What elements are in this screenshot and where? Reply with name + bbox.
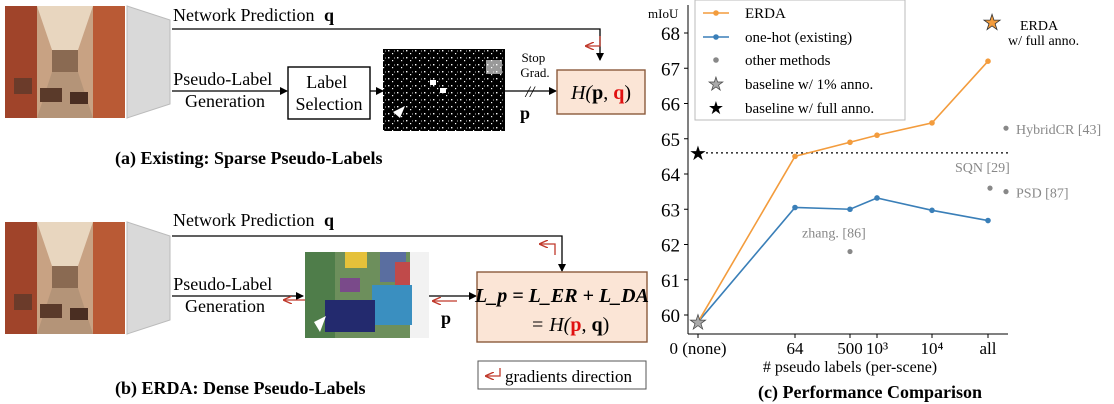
network-prediction-label-a: Network Prediction q <box>173 5 334 25</box>
series-point <box>847 206 853 213</box>
chart-title: (c) Performance Comparison <box>758 382 982 403</box>
series-point <box>985 217 991 224</box>
loss-box-a <box>556 69 646 115</box>
chart-x-ticks: 0 (none) 64 500 10³ 10⁴ all <box>669 334 997 358</box>
baseline-full-star-icon: ★ <box>689 143 707 165</box>
chart-xlabel: # pseudo labels (per-scene) <box>763 359 937 376</box>
baseline-1pct-star-icon: ★ <box>689 312 707 334</box>
chart-c: mIoU 60 61 62 63 64 65 66 67 68 0 (none) 64 500 10³… <box>648 0 1101 403</box>
loss-box-b <box>476 271 648 343</box>
other-method-label: PSD [87] <box>1016 187 1069 202</box>
y-tick-label: 65 <box>661 130 680 151</box>
other-methods-points: zhang. [86] SQN [29] PSD [87] HybridCR [43] <box>802 123 1101 255</box>
panel-b: Network Prediction q Pseudo-Label Genera… <box>5 210 649 399</box>
erda-full-label: ERDA w/ full anno. <box>1008 19 1079 49</box>
other-method-point <box>847 248 853 255</box>
label-selection-box <box>287 66 371 120</box>
other-method-point <box>1003 189 1009 195</box>
p-symbol-b: p <box>441 308 451 328</box>
y-tick-label: 67 <box>661 59 680 80</box>
x-tick-label: 0 (none) <box>669 339 726 358</box>
loss-formula-b-line2: = H(p, q) <box>531 314 610 336</box>
label-selection-text: Label Selection <box>296 72 363 114</box>
panel-a: Network Prediction q Pseudo-Label Genera… <box>5 5 646 169</box>
legend-black-star-icon: ★ <box>708 98 724 118</box>
gradient-arrow-a <box>586 36 601 46</box>
x-tick-label: 10³ <box>866 339 888 358</box>
loss-formula-a: H(p, q) <box>570 82 631 104</box>
x-tick-label: 500 <box>837 339 863 358</box>
other-method-label: SQN [29] <box>955 161 1010 176</box>
caption-a: (a) Existing: Sparse Pseudo-Labels <box>115 148 383 169</box>
x-tick-label: 64 <box>787 339 805 358</box>
stop-grad-text: Stop Grad. <box>520 50 549 80</box>
legend-baseline-full: baseline w/ full anno. <box>745 101 874 117</box>
y-tick-label: 68 <box>661 24 680 45</box>
chart-legend: ERDA one-hot (existing) other methods ★ … <box>694 0 906 121</box>
legend-baseline-1pct: baseline w/ 1% anno. <box>745 77 873 93</box>
baseline-markers: ★ ★ ★ <box>689 10 1002 334</box>
x-tick-label: all <box>980 339 997 358</box>
chart-series <box>697 58 991 323</box>
series-point <box>792 204 798 211</box>
other-method-point <box>987 185 993 191</box>
series-point <box>929 120 935 126</box>
series-point <box>874 132 880 139</box>
q-path-b <box>172 235 566 272</box>
pseudo-label-text-a: Pseudo-Label Generation <box>173 69 276 111</box>
pseudo-label-text-b: Pseudo-Label Generation <box>173 274 276 316</box>
series-point <box>792 153 798 160</box>
stop-grad-slashes: // <box>525 84 536 101</box>
series-line <box>697 197 989 323</box>
other-method-label: HybridCR [43] <box>1016 123 1101 138</box>
gradient-legend-text: gradients direction <box>505 367 632 386</box>
other-method-point <box>1003 125 1009 131</box>
p-symbol-a: p <box>520 103 530 123</box>
gradient-legend-box <box>477 360 647 390</box>
erda-full-star-icon: ★ <box>983 10 1002 34</box>
series-point <box>929 207 935 214</box>
series-point <box>847 139 853 146</box>
legend-other-methods: other methods <box>745 53 831 69</box>
scene-image-b <box>5 222 125 334</box>
dense-label-map <box>305 252 429 338</box>
y-tick-label: 66 <box>661 95 680 116</box>
encoder-shape-a <box>126 5 171 119</box>
legend-one-hot: one-hot (existing) <box>745 30 852 46</box>
series-line <box>697 60 989 323</box>
caption-b: (b) ERDA: Dense Pseudo-Labels <box>115 378 366 399</box>
y-tick-label: 61 <box>661 271 680 292</box>
other-method-label: zhang. [86] <box>802 227 866 242</box>
scene-image-a <box>5 6 125 118</box>
y-tick-label: 62 <box>661 236 680 257</box>
q-path-a <box>172 28 604 61</box>
legend-erda: ERDA <box>745 6 786 22</box>
x-tick-label: 10⁴ <box>921 339 944 358</box>
gradient-legend-arrow <box>486 368 501 376</box>
chart-y-ticks: 60 61 62 63 64 65 66 67 68 <box>661 24 688 327</box>
y-tick-label: 60 <box>661 306 680 327</box>
series-point <box>874 195 880 201</box>
series-point <box>985 58 991 64</box>
loss-formula-b-line1: L_p = L_ER + L_DA <box>474 285 649 307</box>
gradient-arrow-b <box>540 244 556 255</box>
network-prediction-label-b: Network Prediction q <box>173 210 334 230</box>
chart-ylabel: mIoU <box>648 6 679 21</box>
encoder-shape-b <box>126 221 171 335</box>
sparse-label-map <box>383 49 505 131</box>
y-tick-label: 63 <box>661 200 680 221</box>
legend-gray-star-icon: ★ <box>708 74 724 94</box>
y-tick-label: 64 <box>661 165 681 186</box>
